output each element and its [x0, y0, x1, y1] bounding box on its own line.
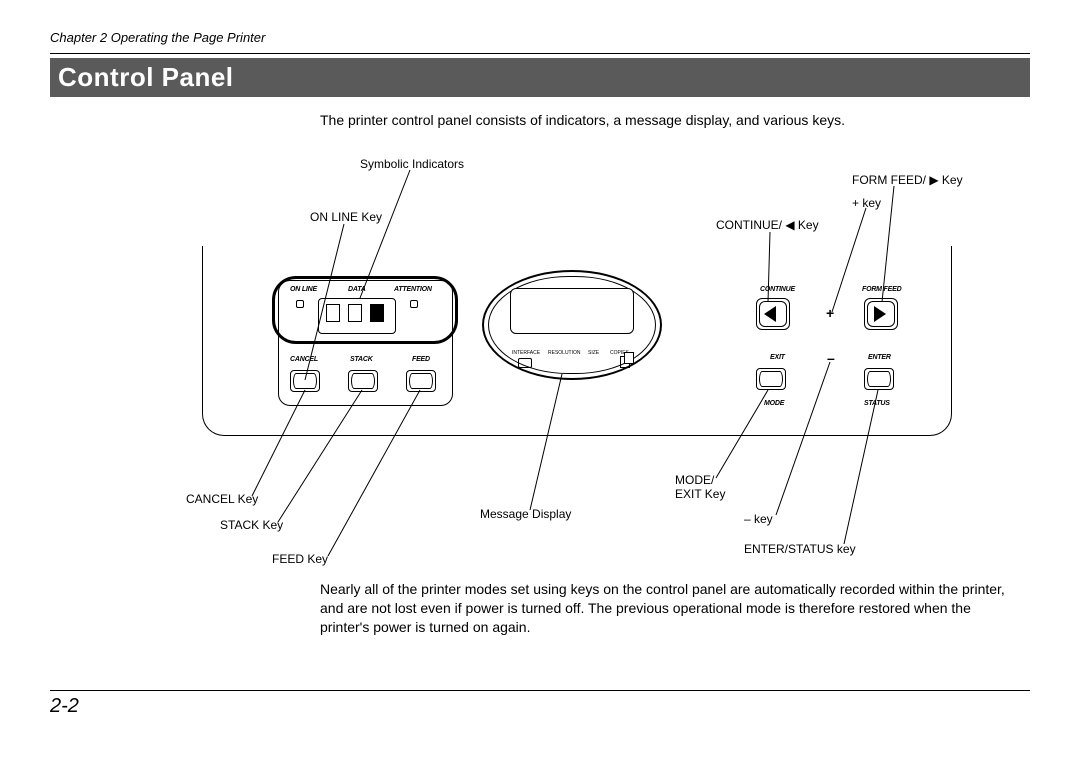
disp-lbl-interface: INTERFACE [512, 350, 540, 356]
chapter-header: Chapter 2 Operating the Page Printer [50, 30, 1030, 45]
callout-mode-exit: MODE/ EXIT Key [675, 473, 725, 501]
callout-enter-status: ENTER/STATUS key [744, 542, 856, 556]
btn-cancel [290, 370, 320, 392]
right-arrow-icon [874, 306, 886, 322]
body-paragraph: Nearly all of the printer modes set usin… [320, 580, 1010, 637]
callout-form-feed-key: FORM FEED/ ▶ Key [852, 173, 963, 187]
callout-message-display: Message Display [480, 507, 571, 521]
btn-enter-status [864, 368, 894, 390]
lbl-formfeed: FORM FEED [862, 286, 901, 293]
callout-feed-key: FEED Key [272, 552, 328, 566]
page-number: 2-2 [50, 695, 1030, 718]
disp-lbl-size: SIZE [588, 350, 599, 356]
lbl-continue: CONTINUE [760, 286, 795, 293]
lbl-stack: STACK [350, 356, 373, 363]
lbl-data: DATA [348, 286, 366, 293]
btn-stack [348, 370, 378, 392]
btn-feed [406, 370, 436, 392]
minus-icon: – [827, 350, 835, 366]
indicator-icon [326, 304, 340, 322]
indicator-icon [370, 304, 384, 322]
message-display-screen [510, 288, 634, 334]
btn-mode-exit [756, 368, 786, 390]
lbl-online: ON LINE [290, 286, 317, 293]
intro-paragraph: The printer control panel consists of in… [320, 111, 1010, 130]
lbl-status: STATUS [864, 400, 890, 407]
plus-icon: + [826, 305, 834, 321]
lbl-feed: FEED [412, 356, 430, 363]
callout-cancel-key: CANCEL Key [186, 492, 258, 506]
callout-stack-key: STACK Key [220, 518, 283, 532]
lbl-attention: ATTENTION [394, 286, 432, 293]
callout-continue-key: CONTINUE/ ◀ Key [716, 218, 819, 232]
callout-on-line-key: ON LINE Key [310, 210, 382, 224]
rule-top [50, 53, 1030, 54]
rule-bottom [50, 690, 1030, 691]
lbl-exit: EXIT [770, 354, 785, 361]
led-dot [410, 300, 418, 308]
callout-minus-key: – key [744, 512, 773, 526]
disp-mini-icon [624, 352, 634, 364]
section-title: Control Panel [50, 58, 1030, 97]
indicator-icon [348, 304, 362, 322]
lbl-mode: MODE [764, 400, 784, 407]
lbl-enter: ENTER [868, 354, 891, 361]
callout-symbolic-indicators: Symbolic Indicators [360, 157, 464, 171]
control-panel-diagram: Symbolic Indicators ON LINE Key FORM FEE… [50, 142, 1030, 572]
lbl-cancel: CANCEL [290, 356, 318, 363]
led-dot [296, 300, 304, 308]
disp-mini-icon [518, 358, 532, 368]
callout-plus-key: + key [852, 196, 881, 210]
left-arrow-icon [764, 306, 776, 322]
disp-lbl-resolution: RESOLUTION [548, 350, 581, 356]
